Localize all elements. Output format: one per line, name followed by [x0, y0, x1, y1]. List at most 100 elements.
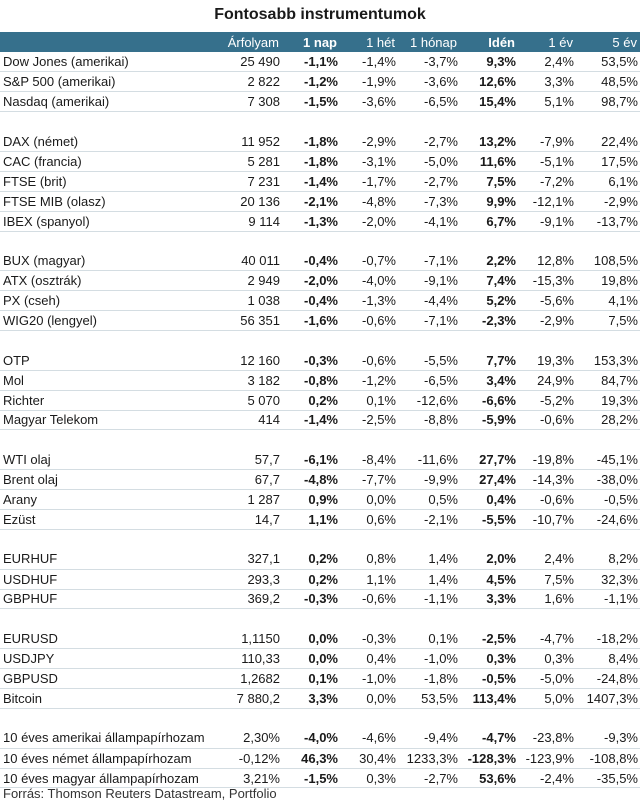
group-spacer [0, 609, 640, 629]
cell-1-honap: 0,5% [398, 489, 460, 510]
cell-1-nap: -4,0% [282, 728, 340, 749]
cell-name: 10 éves magyar állampapírhozam [0, 768, 222, 789]
cell-arfolyam: 1 038 [222, 290, 282, 312]
cell-1-nap: -1,5% [282, 768, 340, 789]
cell-iden: 53,6% [460, 768, 518, 789]
cell-1-honap: -9,9% [398, 469, 460, 491]
cell-iden: 9,9% [460, 191, 518, 212]
cell-arfolyam: 5 070 [222, 390, 282, 411]
cell-1-honap: 53,5% [398, 688, 460, 709]
cell-1-nap: -0,8% [282, 370, 340, 391]
cell-1-het: 0,6% [340, 509, 398, 530]
cell-1-nap: -1,8% [282, 131, 340, 152]
cell-name: GBPHUF [0, 589, 222, 610]
cell-1-ev: -123,9% [518, 748, 576, 769]
cell-1-honap: 1,4% [398, 549, 460, 570]
cell-1-nap: -0,4% [282, 250, 340, 272]
cell-5-ev: -18,2% [576, 628, 640, 650]
cell-1-nap: 0,0% [282, 628, 340, 650]
cell-1-het: -0,6% [340, 350, 398, 371]
cell-1-ev: -4,7% [518, 628, 576, 650]
cell-5-ev: 98,7% [576, 91, 640, 113]
table-row: Magyar Telekom 414 -1,4% -2,5% -8,8% -5,9% -0,… [0, 410, 640, 431]
cell-1-het: -1,0% [340, 668, 398, 689]
cell-iden: -0,5% [460, 668, 518, 689]
table-row: WIG20 (lengyel) 56 351 -1,6% -0,6% -7,1% -2,3… [0, 310, 640, 331]
cell-1-ev: 5,0% [518, 688, 576, 709]
cell-1-honap: -9,4% [398, 728, 460, 749]
cell-5-ev: 153,3% [576, 350, 640, 371]
cell-1-honap: -3,6% [398, 71, 460, 93]
cell-1-het: 1,1% [340, 569, 398, 590]
cell-1-honap: -1,8% [398, 668, 460, 689]
cell-1-het: -2,5% [340, 410, 398, 431]
cell-iden: 9,3% [460, 52, 518, 73]
cell-5-ev: 108,5% [576, 250, 640, 272]
cell-name: 10 éves amerikai állampapírhozam [0, 728, 222, 749]
cell-1-honap: -1,1% [398, 589, 460, 610]
table-row: GBPUSD 1,2682 0,1% -1,0% -1,8% -0,5% -5,0% -24,… [0, 668, 640, 689]
cell-iden: -2,3% [460, 310, 518, 331]
header-row: Árfolyam 1 nap 1 hét 1 hónap Idén 1 év 5 év [0, 32, 640, 52]
cell-1-het: -4,0% [340, 270, 398, 292]
cell-name: Arany [0, 489, 222, 510]
cell-1-honap: -6,5% [398, 370, 460, 391]
cell-1-honap: -11,6% [398, 449, 460, 471]
table-header: Árfolyam 1 nap 1 hét 1 hónap Idén 1 év 5 év [0, 32, 640, 52]
cell-arfolyam: 3,21% [222, 768, 282, 789]
cell-1-nap: 46,3% [282, 748, 340, 769]
cell-1-ev: 1,6% [518, 589, 576, 610]
cell-1-het: -0,7% [340, 250, 398, 272]
cell-iden: -128,3% [460, 748, 518, 769]
cell-1-nap: -2,0% [282, 270, 340, 292]
cell-arfolyam: 293,3 [222, 569, 282, 590]
cell-1-het: -0,6% [340, 310, 398, 331]
cell-name: Ezüst [0, 509, 222, 530]
cell-1-honap: -7,3% [398, 191, 460, 212]
cell-name: WIG20 (lengyel) [0, 310, 222, 331]
cell-5-ev: 6,1% [576, 171, 640, 192]
cell-1-ev: 2,4% [518, 549, 576, 570]
instruments-table: Árfolyam 1 nap 1 hét 1 hónap Idén 1 év 5 év Do… [0, 32, 640, 789]
cell-1-honap: -3,7% [398, 52, 460, 73]
table-row: EURHUF 327,1 0,2% 0,8% 1,4% 2,0% 2,4% 8,2% [0, 549, 640, 570]
cell-arfolyam: 40 011 [222, 250, 282, 272]
cell-5-ev: 7,5% [576, 310, 640, 331]
cell-arfolyam: 5 281 [222, 151, 282, 172]
cell-name: Magyar Telekom [0, 410, 222, 431]
cell-iden: 12,6% [460, 71, 518, 93]
cell-1-ev: -14,3% [518, 469, 576, 491]
cell-1-honap: -1,0% [398, 648, 460, 670]
cell-1-het: -1,3% [340, 290, 398, 312]
cell-1-het: -1,2% [340, 370, 398, 391]
cell-1-nap: 0,9% [282, 489, 340, 510]
cell-1-honap: -2,7% [398, 768, 460, 789]
cell-arfolyam: 3 182 [222, 370, 282, 391]
cell-1-ev: 2,4% [518, 52, 576, 73]
cell-1-het: -7,7% [340, 469, 398, 491]
cell-iden: 113,4% [460, 688, 518, 709]
cell-5-ev: 8,4% [576, 648, 640, 670]
table-row: OTP 12 160 -0,3% -0,6% -5,5% 7,7% 19,3% 153,3% [0, 350, 640, 371]
cell-5-ev: 53,5% [576, 52, 640, 73]
cell-1-het: 0,0% [340, 688, 398, 709]
cell-iden: 6,7% [460, 211, 518, 232]
cell-5-ev: 17,5% [576, 151, 640, 172]
cell-arfolyam: 11 952 [222, 131, 282, 152]
cell-name: Dow Jones (amerikai) [0, 52, 222, 73]
cell-arfolyam: 7 880,2 [222, 688, 282, 709]
cell-1-nap: -1,1% [282, 52, 340, 73]
cell-1-nap: 0,2% [282, 569, 340, 590]
table-row: WTI olaj 57,7 -6,1% -8,4% -11,6% 27,7% -19,8% -… [0, 449, 640, 471]
cell-5-ev: 32,3% [576, 569, 640, 590]
cell-1-ev: -5,1% [518, 151, 576, 172]
table-row: Bitcoin 7 880,2 3,3% 0,0% 53,5% 113,4% 5,0% 140… [0, 688, 640, 709]
cell-5-ev: 19,3% [576, 390, 640, 411]
table-row: Nasdaq (amerikai) 7 308 -1,5% -3,6% -6,5% 15,… [0, 91, 640, 113]
cell-1-honap: 1,4% [398, 569, 460, 590]
cell-1-honap: -7,1% [398, 250, 460, 272]
cell-1-honap: -4,1% [398, 211, 460, 232]
group-spacer [0, 708, 640, 728]
cell-iden: 13,2% [460, 131, 518, 152]
